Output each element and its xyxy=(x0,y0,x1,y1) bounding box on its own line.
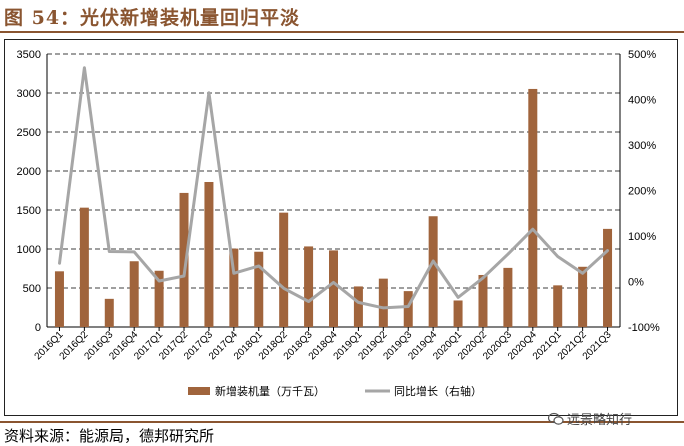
y-right-tick-label: 400% xyxy=(628,95,656,107)
chart-frame xyxy=(4,39,678,416)
bar xyxy=(428,216,438,327)
legend-label-bar: 新增装机量（万千瓦） xyxy=(215,384,325,398)
bar xyxy=(79,207,89,327)
y-left-tick-label: 1500 xyxy=(17,205,41,217)
bar xyxy=(304,246,314,327)
bar xyxy=(129,261,139,327)
bar xyxy=(553,285,563,327)
bar xyxy=(104,298,114,327)
source-rule xyxy=(0,421,684,423)
bar xyxy=(503,267,513,327)
legend-swatch-bar xyxy=(188,387,210,395)
y-left-tick-label: 3500 xyxy=(17,49,41,61)
bar xyxy=(528,88,538,327)
bar xyxy=(603,228,613,327)
bar xyxy=(204,181,214,327)
bar xyxy=(54,271,64,327)
bar xyxy=(353,286,363,327)
bar xyxy=(578,266,588,327)
bar xyxy=(229,248,239,327)
y-right-tick-label: -100% xyxy=(628,322,660,334)
x-tick-label: 2021Q3 xyxy=(581,329,614,362)
bar xyxy=(453,300,463,327)
y-left-tick-label: 500 xyxy=(23,283,41,295)
title-rule xyxy=(0,31,684,33)
y-left-tick-label: 2500 xyxy=(17,127,41,139)
line-series-yoy xyxy=(58,66,609,310)
bar xyxy=(254,251,264,327)
bar xyxy=(179,192,189,327)
y-right-tick-label: 100% xyxy=(628,231,656,243)
wechat-icon xyxy=(548,412,564,425)
y-left-tick-label: 2000 xyxy=(17,166,41,178)
bar xyxy=(403,291,413,327)
bar xyxy=(378,278,388,327)
watermark-text: 远景略知行 xyxy=(567,413,633,428)
figure-title: 图 54：光伏新增装机量回归平淡 xyxy=(4,7,301,29)
watermark: 远景略知行 xyxy=(548,409,632,428)
source-note: 资料来源：能源局，德邦研究所 xyxy=(4,427,215,445)
y-right-tick-label: 0% xyxy=(628,277,644,289)
bar xyxy=(154,270,164,327)
y-right-tick-label: 200% xyxy=(628,186,656,198)
legend-label-line: 同比增长（右轴） xyxy=(394,384,482,398)
y-left-tick-label: 0 xyxy=(35,322,41,334)
bar xyxy=(478,274,488,327)
y-right-tick-label: 300% xyxy=(628,140,656,152)
y-left-tick-label: 1000 xyxy=(17,244,41,256)
y-right-tick-label: 500% xyxy=(628,49,656,61)
bar xyxy=(279,212,289,327)
y-left-tick-label: 3000 xyxy=(17,88,41,100)
bar xyxy=(329,250,338,327)
